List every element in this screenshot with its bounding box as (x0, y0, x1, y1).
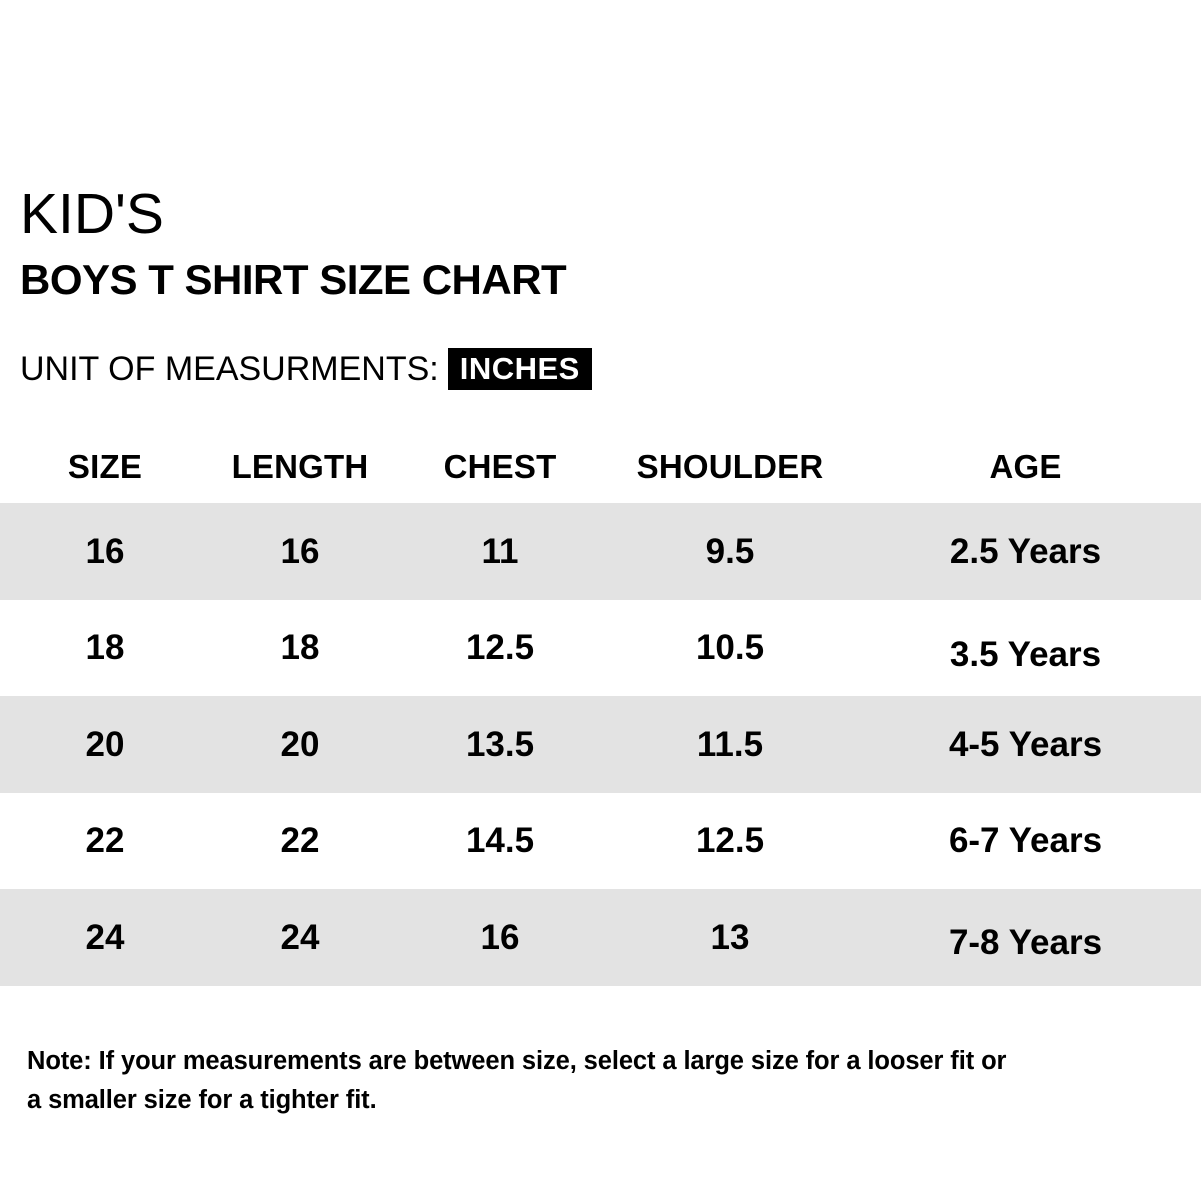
column-header-size: SIZE (67, 448, 143, 485)
cell-shoulder: 10.5 (695, 628, 765, 668)
table-header-row: SIZE LENGTH CHEST SHOULDER AGE (0, 430, 1201, 503)
cell-shoulder: 11.5 (696, 724, 764, 764)
table-row: 18 18 12.5 10.5 3.5 Years (0, 599, 1201, 696)
cell-size: 24 (85, 917, 125, 957)
cell-chest: 11 (481, 531, 519, 571)
cell-chest: 16 (480, 917, 520, 957)
cell-age: 4-5 Years (948, 724, 1103, 764)
cell-shoulder: 13 (710, 917, 750, 957)
cell-shoulder: 9.5 (705, 531, 755, 571)
cell-size: 22 (85, 821, 125, 861)
cell-age: 2.5 Years (949, 531, 1102, 571)
note-line-2: a smaller size for a tighter fit. (27, 1085, 377, 1114)
table-row: 24 24 16 13 7-8 Years (0, 889, 1201, 986)
cell-chest: 12.5 (465, 628, 535, 668)
note-line-1: Note: If your measurements are between s… (27, 1047, 1007, 1075)
column-header-length: LENGTH (231, 448, 369, 485)
cell-length: 16 (280, 531, 320, 571)
page-title: KID'S (20, 182, 164, 246)
size-chart-table: SIZE LENGTH CHEST SHOULDER AGE 16 16 11 … (0, 430, 1201, 986)
cell-length: 20 (280, 724, 320, 764)
title-block: KID'S BOYS T SHIRT SIZE CHART (20, 186, 1020, 301)
cell-chest: 14.5 (465, 821, 535, 861)
table-row: 20 20 13.5 11.5 4-5 Years (0, 696, 1201, 793)
unit-of-measurements-line: UNIT OF MEASURMENTS: INCHES (20, 348, 592, 390)
cell-size: 16 (85, 531, 125, 571)
column-header-shoulder: SHOULDER (636, 448, 824, 485)
cell-length: 22 (280, 821, 320, 861)
cell-chest: 13.5 (465, 724, 535, 764)
table-row: 22 22 14.5 12.5 6-7 Years (0, 792, 1201, 889)
table-row: 16 16 11 9.5 2.5 Years (0, 503, 1201, 600)
note-block: Note: If your measurements are between s… (27, 1042, 1157, 1120)
cell-age: 3.5 Years (949, 635, 1102, 675)
column-header-chest: CHEST (443, 448, 557, 485)
cell-shoulder: 12.5 (695, 821, 765, 861)
cell-size: 20 (85, 724, 125, 764)
column-header-age: AGE (989, 448, 1062, 485)
cell-length: 24 (280, 917, 320, 957)
unit-label: UNIT OF MEASURMENTS: (20, 349, 439, 388)
cell-age: 6-7 Years (948, 821, 1103, 861)
cell-size: 18 (85, 628, 125, 668)
page-subtitle: BOYS T SHIRT SIZE CHART (20, 256, 567, 303)
cell-age: 7-8 Years (948, 922, 1103, 962)
cell-length: 18 (280, 628, 320, 668)
unit-value-badge: INCHES (447, 348, 592, 390)
